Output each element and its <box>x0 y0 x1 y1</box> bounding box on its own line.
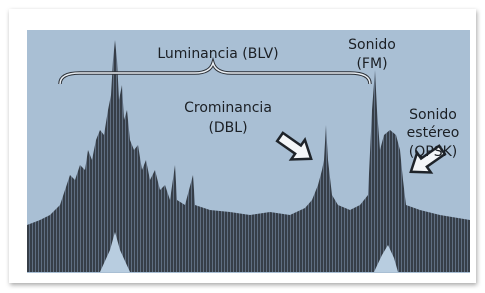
spectrum-figure: Luminancia (BLV) Sonido (FM) Crominancia… <box>0 0 485 293</box>
sound-stereo-label: estéreo <box>407 125 460 141</box>
luminance-label: Luminancia (BLV) <box>157 46 278 62</box>
page: { "labels": { "luminance": "Luminancia (… <box>0 0 485 293</box>
sound-fm-label: (FM) <box>356 56 387 72</box>
sound-stereo-label: Sonido <box>409 107 457 123</box>
chrominance-label: Crominancia <box>184 100 272 116</box>
chrominance-label: (DBL) <box>208 120 247 136</box>
sound-stereo-label: (QPSK) <box>409 144 457 160</box>
sound-fm-label: Sonido <box>348 37 396 53</box>
